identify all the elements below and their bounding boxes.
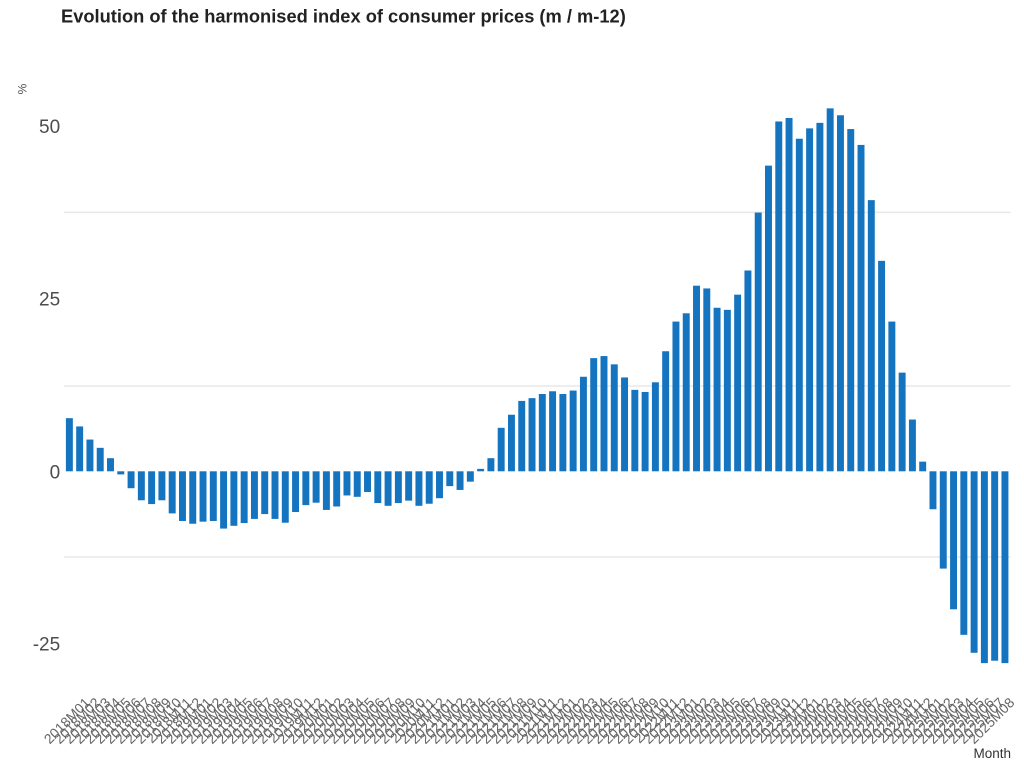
svg-text:Month: Month [973, 746, 1011, 760]
svg-text:%: % [16, 83, 30, 94]
svg-text:0: 0 [50, 462, 61, 483]
svg-text:50: 50 [39, 117, 60, 138]
svg-text:-25: -25 [33, 635, 60, 656]
svg-text:25: 25 [39, 290, 60, 311]
svg-text:Evolution of the harmonised in: Evolution of the harmonised index of con… [61, 6, 626, 27]
